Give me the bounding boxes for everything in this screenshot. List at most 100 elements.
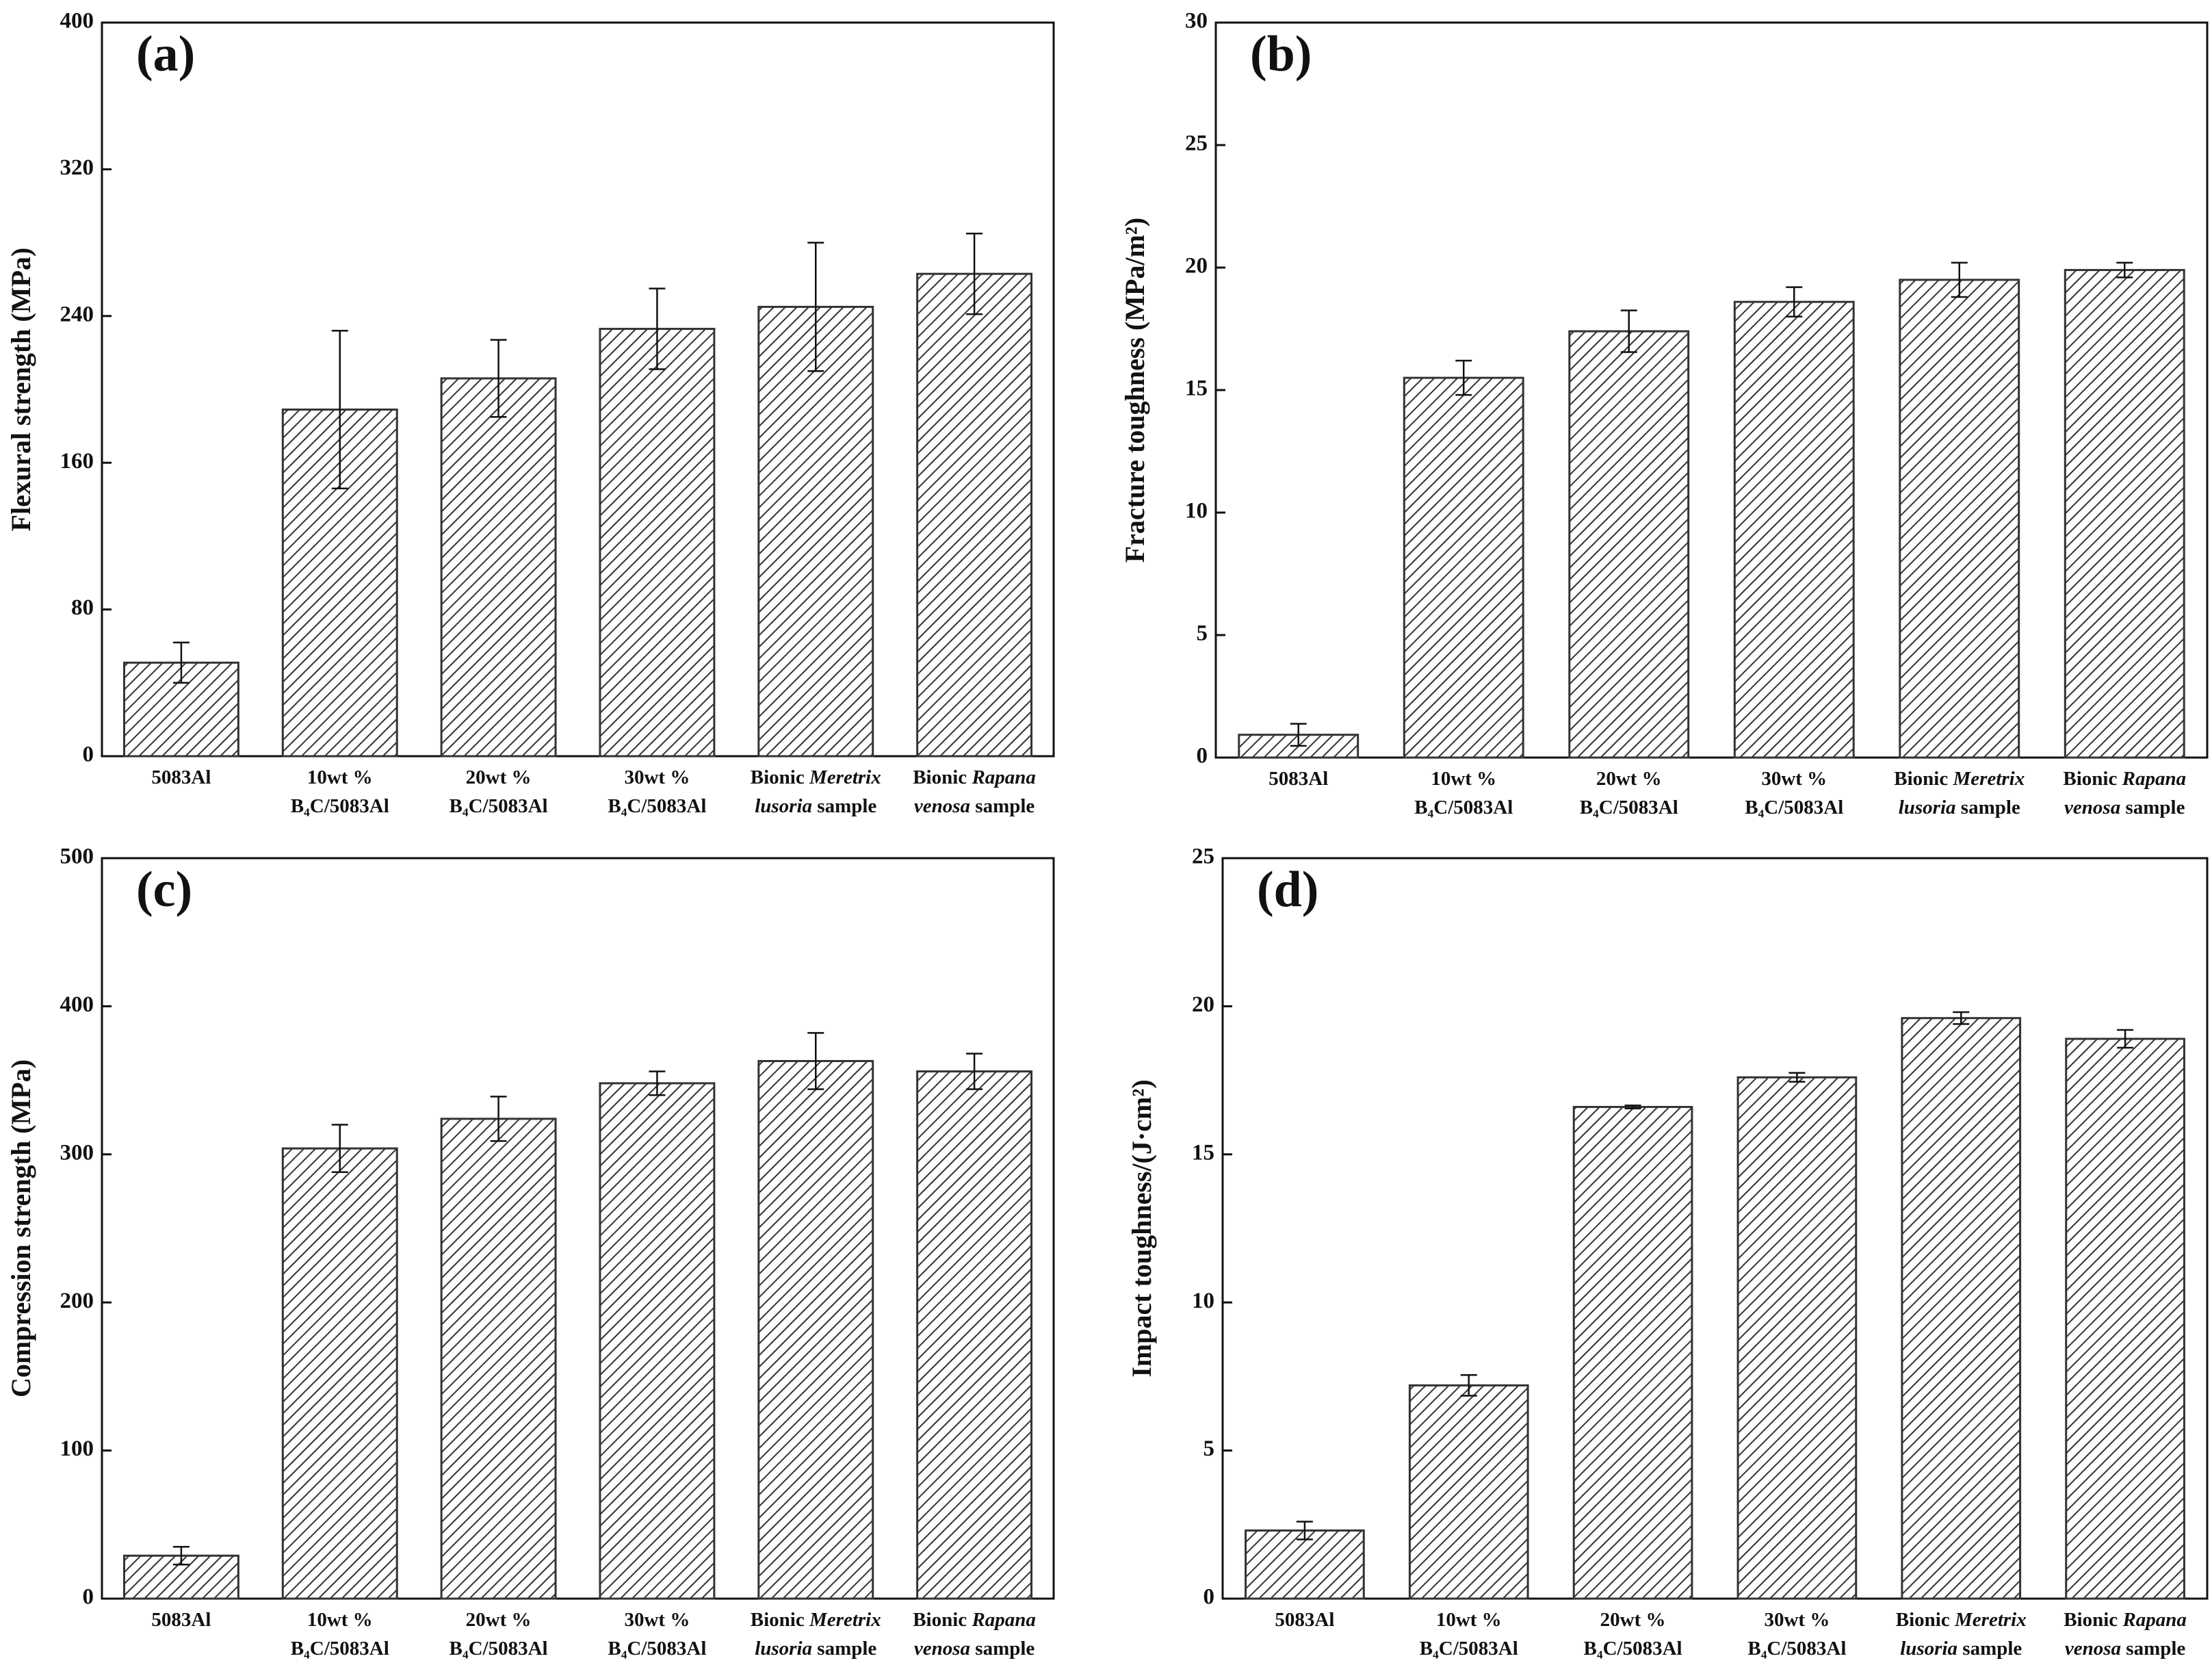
x-tick-label-part: venosa: [2064, 797, 2120, 818]
x-tick-label-part: 10wt %: [1431, 768, 1496, 790]
x-tick-label: 10wt %: [307, 1609, 373, 1631]
x-tick-label: 30wt %: [624, 1609, 690, 1631]
x-tick-label-part: 30wt %: [1761, 768, 1827, 790]
x-tick-label: Bionic Rapana: [2063, 768, 2186, 790]
x-tick-label-part: 10wt %: [307, 1609, 373, 1631]
error-bar: [1290, 723, 1307, 747]
x-tick-label: B₄C/5083Al: [450, 795, 548, 817]
error-bar: [649, 1070, 666, 1096]
bar: [2065, 1037, 2185, 1600]
x-tick-label: 10wt %: [1436, 1609, 1502, 1631]
x-tick-label-part: Rapana: [2122, 1609, 2186, 1631]
y-tick-label: 15: [1185, 376, 1208, 401]
x-tick-label: B₄C/5083Al: [1580, 797, 1678, 818]
bar: [1408, 1384, 1529, 1600]
bar: [599, 328, 716, 758]
error-bar: [490, 1096, 507, 1142]
y-tick-label: 0: [1203, 1585, 1215, 1610]
plot-frame: [1214, 21, 2209, 759]
plot-frame: [101, 21, 1055, 758]
y-tick-label: 100: [60, 1436, 94, 1461]
y-tick-label: 400: [60, 9, 94, 34]
x-tick-label-part: Meretrix: [809, 1609, 881, 1631]
x-tick-label-part: B₄C/5083Al: [1420, 1638, 1518, 1660]
y-tick-label: 10: [1192, 1289, 1214, 1313]
bar: [916, 272, 1033, 758]
error-bar: [966, 1053, 983, 1090]
error-bar: [1786, 286, 1803, 318]
x-tick-label-part: sample: [970, 795, 1035, 817]
x-tick-label-part: Bionic: [751, 766, 809, 788]
x-tick-label: B₄C/5083Al: [1414, 797, 1513, 818]
error-bar: [1624, 1105, 1641, 1109]
y-tick-label: 20: [1185, 254, 1208, 279]
x-tick-label-part: Meretrix: [1954, 1609, 2027, 1631]
x-tick-label-part: B₄C/5083Al: [1584, 1638, 1682, 1660]
bar: [440, 1118, 557, 1600]
x-tick-label-part: sample: [1956, 797, 2020, 818]
x-tick-label-part: sample: [2121, 1638, 2185, 1660]
x-tick-label-part: 10wt %: [307, 766, 373, 788]
x-tick-label-part: 5083Al: [151, 766, 211, 788]
y-tick-label: 240: [60, 302, 94, 326]
x-tick-label-part: Bionic: [913, 1609, 972, 1631]
x-tick-label: lusoria sample: [1900, 1638, 2022, 1660]
x-tick-label: B₄C/5083Al: [608, 1638, 706, 1660]
error-bar: [2116, 261, 2133, 279]
x-tick-label-part: sample: [2120, 797, 2185, 818]
error-bar: [172, 1546, 190, 1566]
x-tick-label-part: 10wt %: [1436, 1609, 1502, 1631]
x-tick-label-part: sample: [812, 795, 876, 817]
error-bar: [807, 242, 824, 372]
x-tick-label-part: Rapana: [2122, 768, 2186, 790]
plot-frame: [1221, 857, 2209, 1600]
x-tick-label-part: B₄C/5083Al: [1414, 797, 1513, 818]
x-tick-label-part: Bionic: [2063, 768, 2122, 790]
x-tick-label-part: 5083Al: [1275, 1609, 1334, 1631]
y-tick-label: 5: [1203, 1436, 1215, 1461]
panel-label: (c): [136, 862, 192, 918]
plot-frame: [101, 857, 1055, 1600]
x-tick-label-part: lusoria: [1899, 797, 1956, 818]
x-tick-label-part: Bionic: [751, 1609, 809, 1631]
y-tick-label: 20: [1192, 992, 1214, 1017]
x-tick-label-part: Bionic: [913, 766, 972, 788]
bar: [599, 1082, 716, 1600]
x-tick-label-part: venosa: [2065, 1638, 2121, 1660]
bar: [1572, 1106, 1693, 1600]
y-axis-label: Impact toughness/(J·cm²): [1126, 1079, 1157, 1377]
x-tick-label-part: sample: [1957, 1638, 2022, 1660]
x-tick-label-part: 5083Al: [151, 1609, 211, 1631]
x-tick-label: lusoria sample: [755, 795, 876, 817]
x-tick-label-part: 20wt %: [466, 766, 532, 788]
x-tick-label: B₄C/5083Al: [1584, 1638, 1682, 1660]
x-tick-label-part: B₄C/5083Al: [450, 795, 548, 817]
x-tick-label-part: B₄C/5083Al: [291, 1638, 389, 1660]
y-tick-label: 25: [1192, 844, 1214, 869]
x-tick-label: venosa sample: [914, 1638, 1035, 1660]
y-tick-label: 500: [60, 844, 94, 869]
error-bar: [490, 339, 507, 418]
x-tick-label: B₄C/5083Al: [291, 795, 389, 817]
x-tick-label: 20wt %: [1600, 1609, 1666, 1631]
x-tick-label-part: B₄C/5083Al: [1747, 1638, 1846, 1660]
y-tick-label: 30: [1185, 9, 1208, 34]
x-tick-label: B₄C/5083Al: [450, 1638, 548, 1660]
x-tick-label: B₄C/5083Al: [1747, 1638, 1846, 1660]
x-tick-label: 20wt %: [466, 766, 532, 788]
bar: [1901, 1017, 2022, 1600]
error-bar: [1788, 1072, 1806, 1083]
x-tick-label-part: sample: [812, 1638, 876, 1660]
x-tick-label-part: Bionic: [1896, 1609, 1955, 1631]
bar: [1733, 300, 1855, 759]
x-tick-label-part: venosa: [914, 795, 970, 817]
y-axis-label: Fracture toughness (MPa/m²): [1119, 218, 1150, 563]
bar: [1736, 1076, 1858, 1600]
y-tick-label: 0: [83, 1585, 94, 1610]
x-tick-label: 30wt %: [1761, 768, 1827, 790]
x-tick-label-part: Rapana: [971, 1609, 1035, 1631]
x-tick-label-part: 30wt %: [1764, 1609, 1830, 1631]
error-bar: [331, 1124, 348, 1174]
bar: [1245, 1529, 1365, 1600]
